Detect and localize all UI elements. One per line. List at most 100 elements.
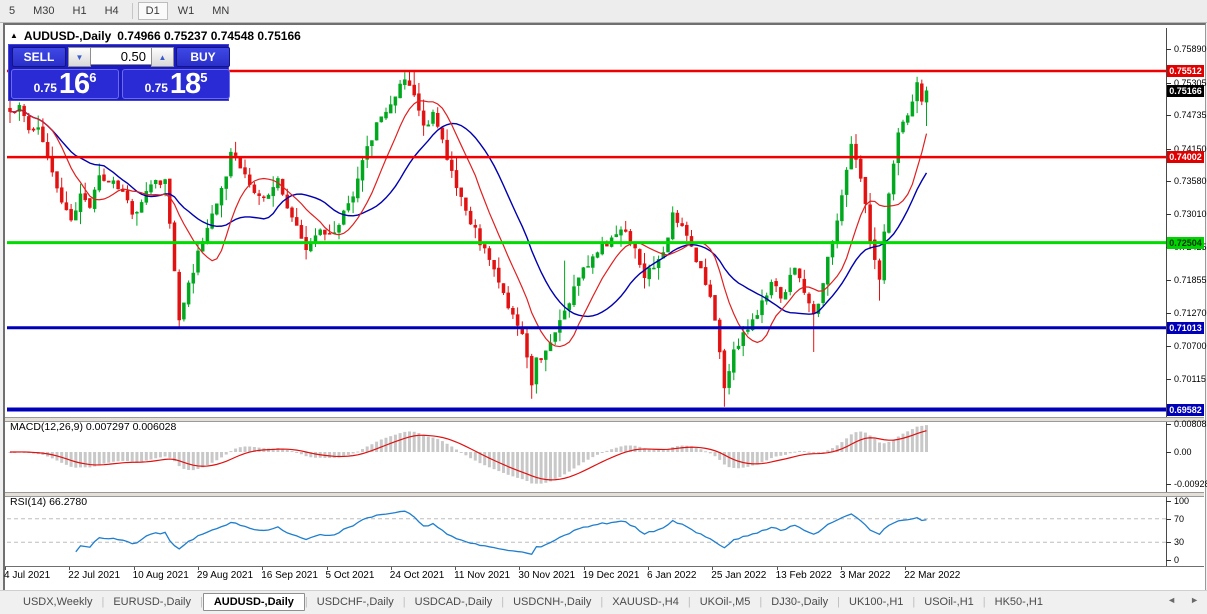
timeframe-button-h4[interactable]: H4 — [104, 5, 119, 17]
tick-label: 70 — [1174, 513, 1185, 524]
date-label: 10 Aug 2021 — [132, 570, 189, 581]
tick-label: 0 — [1174, 555, 1180, 565]
tick-mark — [1166, 560, 1171, 561]
one-click-trading-panel: SELL ▼ ▲ BUY 0.75 16 6 0.75 18 5 — [8, 44, 230, 101]
tab-item[interactable]: HK50-,H1 — [994, 595, 1043, 608]
date-label: 16 Sep 2021 — [261, 570, 318, 581]
tick-label: 0.75890 — [1174, 44, 1207, 55]
tick-label: 0.71270 — [1174, 308, 1207, 319]
date-label: 19 Dec 2021 — [582, 570, 640, 581]
tab-item[interactable]: UKOil-,M5 — [699, 595, 751, 608]
pane-separator-macd[interactable] — [5, 417, 1204, 422]
tick-mark — [1166, 82, 1171, 84]
date-tick — [519, 567, 521, 570]
tick-mark — [1166, 452, 1171, 453]
date-label: 22 Jul 2021 — [68, 570, 121, 581]
volume-input[interactable] — [91, 47, 151, 65]
sell-price-sup: 6 — [89, 70, 97, 85]
tab-item[interactable]: USDCAD-,Daily — [414, 595, 493, 608]
tick-label: 0.00 — [1174, 447, 1192, 457]
tick-mark — [1166, 279, 1171, 281]
volume-increase-button[interactable]: ▲ — [151, 47, 174, 67]
timeframe-button-h1[interactable]: H1 — [72, 5, 87, 17]
timeframe-toolbar: 5 M30 H1 H4 D1 W1 MN — [0, 0, 1207, 23]
volume-decrease-button[interactable]: ▼ — [68, 47, 91, 67]
tick-label: 0.008087 — [1174, 419, 1207, 430]
date-label: 11 Nov 2021 — [454, 570, 511, 581]
tab-item[interactable]: AUDUSD-,Daily — [202, 592, 305, 611]
timeframe-button-m30[interactable]: M30 — [33, 5, 55, 17]
date-label: 5 Oct 2021 — [325, 570, 375, 581]
tab-item[interactable]: DJ30-,Daily — [771, 595, 829, 608]
date-tick — [133, 567, 135, 570]
price-badge: 0.72504 — [1167, 236, 1204, 249]
panel-collapse-icon[interactable]: ▲ — [10, 31, 18, 40]
tick-mark — [1166, 213, 1171, 215]
tick-label: 0.73010 — [1174, 208, 1207, 219]
price-badge: 0.75512 — [1167, 64, 1204, 77]
timeframe-button-5[interactable]: 5 — [9, 5, 16, 17]
price-badge: 0.75166 — [1167, 84, 1204, 97]
date-label: 6 Jan 2022 — [647, 570, 697, 581]
tab-item[interactable]: EURUSD-,Daily — [113, 595, 191, 608]
tab-scroll-right-icon[interactable]: ► — [1190, 595, 1199, 605]
chart-title: ▲ AUDUSD-,Daily 0.74966 0.75237 0.74548 … — [10, 29, 301, 43]
date-label: 24 Oct 2021 — [389, 570, 445, 581]
date-label: 22 Mar 2022 — [904, 570, 961, 581]
buy-price-box[interactable]: 0.75 18 5 — [122, 69, 230, 99]
sell-button[interactable]: SELL — [12, 47, 66, 67]
chart-tabs-bar: USDX,Weekly | EURUSD-,Daily | AUDUSD-,Daily |… — [0, 590, 1207, 612]
date-label: 30 Nov 2021 — [518, 570, 576, 581]
tab-separator: | — [687, 595, 691, 608]
date-label: 3 Mar 2022 — [839, 570, 891, 581]
tab-item[interactable]: USOil-,H1 — [924, 595, 974, 608]
timeframe-button-mn[interactable]: MN — [212, 5, 230, 17]
chart-window — [3, 23, 1206, 592]
tab-item[interactable]: UK100-,H1 — [849, 595, 904, 608]
date-label: 29 Aug 2021 — [196, 570, 254, 581]
sell-price-prefix: 0.75 — [33, 81, 57, 95]
date-tick — [5, 567, 6, 570]
tick-label: 0.70700 — [1174, 340, 1207, 351]
timeframe-button-w1[interactable]: W1 — [177, 5, 195, 17]
tick-mark — [1166, 501, 1171, 502]
tick-mark — [1166, 483, 1171, 485]
tick-label: 30 — [1174, 537, 1185, 548]
buy-price-prefix: 0.75 — [144, 81, 168, 95]
tab-item[interactable]: USDCHF-,Daily — [316, 595, 394, 608]
sell-price-box[interactable]: 0.75 16 6 — [11, 69, 119, 99]
tab-separator: | — [304, 595, 308, 608]
tick-mark — [1166, 345, 1171, 347]
tick-mark — [1166, 542, 1171, 544]
tab-scroll-left-icon[interactable]: ◄ — [1167, 595, 1177, 605]
date-label: 4 Jul 2021 — [4, 570, 51, 581]
pane-separator-rsi[interactable] — [5, 492, 1204, 497]
tick-label: 0.75305 — [1174, 77, 1207, 88]
tick-mark — [1166, 424, 1171, 426]
date-tick — [905, 567, 907, 570]
tab-item[interactable]: XAUUSD-,H4 — [612, 595, 679, 608]
spinner-down-icon: ▼ — [75, 52, 84, 62]
tab-separator: | — [501, 595, 505, 608]
date-tick — [262, 567, 264, 570]
tab-item[interactable]: USDX,Weekly — [23, 595, 93, 608]
rsi-indicator-label: RSI(14) 66.2780 — [10, 496, 88, 508]
date-tick — [326, 567, 328, 570]
tab-separator: | — [600, 595, 604, 608]
tick-label: -0.00928 — [1174, 478, 1207, 489]
price-axis-border — [1166, 28, 1167, 566]
tab-item[interactable]: USDCNH-,Daily — [513, 595, 592, 608]
tab-separator: | — [402, 595, 406, 608]
date-tick — [648, 567, 649, 570]
timeframe-button-d1[interactable]: D1 — [137, 2, 168, 20]
buy-price-sup: 5 — [200, 70, 208, 85]
date-tick — [840, 567, 842, 570]
tick-mark — [1166, 148, 1171, 150]
tick-label: 0.74150 — [1174, 143, 1207, 154]
sell-price-big: 16 — [58, 68, 90, 100]
tick-label: 0.71855 — [1174, 274, 1207, 285]
date-tick — [776, 567, 778, 570]
chart-title-ohlc: 0.74966 0.75237 0.74548 0.75166 — [117, 29, 301, 43]
buy-button[interactable]: BUY — [176, 47, 230, 67]
